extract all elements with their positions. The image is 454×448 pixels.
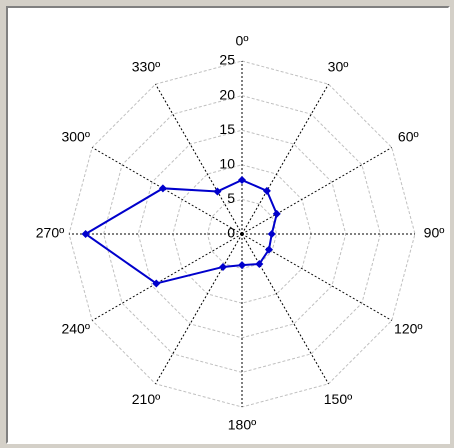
marker — [218, 262, 227, 271]
angle-label: 90º — [424, 225, 445, 241]
spoke — [241, 83, 329, 235]
angle-label: 330º — [132, 58, 160, 74]
marker — [238, 261, 246, 270]
spoke — [241, 147, 393, 235]
marker — [267, 230, 276, 238]
spoke — [155, 83, 243, 235]
spoke — [241, 233, 393, 321]
marker — [255, 259, 264, 268]
angle-label: 120º — [394, 321, 422, 337]
angle-label: 30º — [328, 58, 349, 74]
marker — [262, 186, 271, 195]
r-tick-label: 0 — [227, 225, 235, 241]
grid-ring — [103, 95, 381, 373]
marker — [264, 245, 273, 254]
angle-label: 180º — [228, 417, 256, 433]
spoke — [155, 233, 243, 385]
marker — [238, 176, 246, 185]
angle-label: 60º — [398, 129, 419, 145]
marker — [158, 184, 167, 193]
spoke — [91, 147, 243, 235]
marker — [152, 279, 161, 288]
angle-label: 210º — [132, 391, 160, 407]
angle-label: 300º — [61, 129, 89, 145]
spoke — [241, 233, 329, 385]
angle-label: 150º — [324, 391, 352, 407]
chart-frame — [6, 6, 450, 444]
r-tick-label: 10 — [219, 156, 235, 172]
angle-label: 240º — [61, 321, 89, 337]
r-tick-label: 25 — [219, 52, 235, 68]
marker — [81, 230, 90, 238]
spoke — [91, 233, 243, 321]
marker — [272, 209, 281, 218]
marker — [213, 187, 222, 196]
grid-ring — [137, 129, 347, 339]
angle-label: 270º — [36, 225, 64, 241]
angle-label: 0º — [236, 33, 249, 49]
r-tick-label: 5 — [227, 190, 235, 206]
r-tick-label: 20 — [219, 86, 235, 102]
r-tick-label: 15 — [219, 121, 235, 137]
series-line — [83, 178, 278, 285]
